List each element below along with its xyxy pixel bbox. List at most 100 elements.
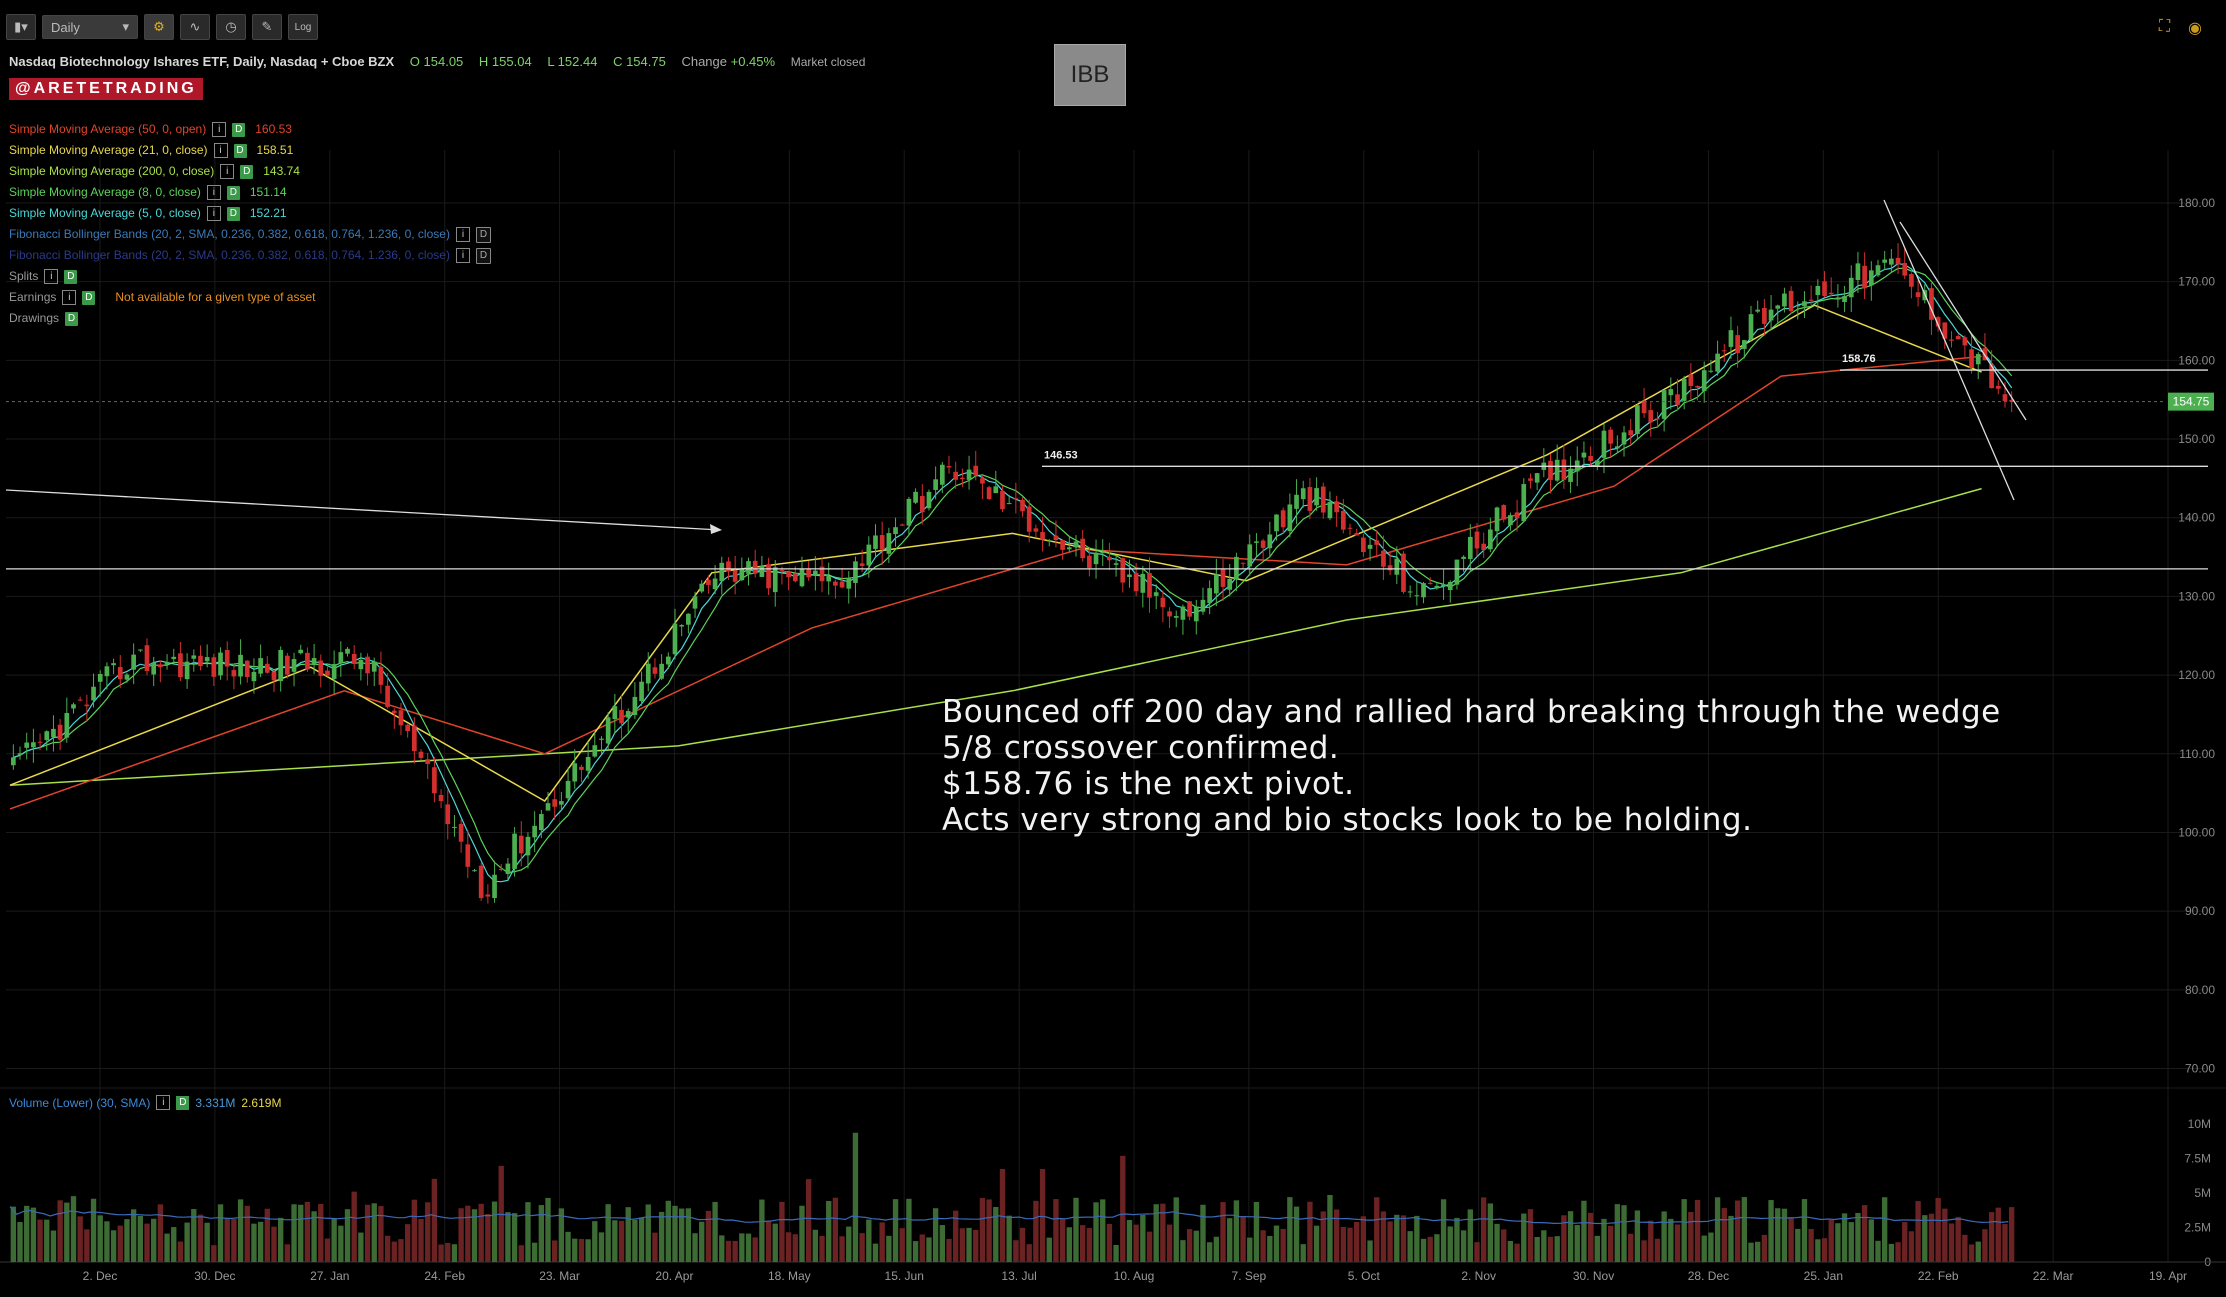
candle-body	[1882, 259, 1888, 263]
legend-value: 152.21	[249, 206, 287, 220]
volume-bar	[959, 1228, 966, 1262]
candle-body	[1147, 573, 1152, 598]
info-icon[interactable]: i	[220, 164, 235, 179]
info-icon[interactable]: i	[213, 143, 228, 158]
info-icon[interactable]: i	[455, 248, 470, 263]
volume-bar	[418, 1218, 424, 1262]
candle-body	[1193, 606, 1199, 622]
candle-body	[485, 894, 491, 897]
candle-body	[104, 666, 110, 677]
volume-bar	[271, 1226, 277, 1262]
info-icon[interactable]: i	[206, 185, 221, 200]
d-button[interactable]: D	[226, 185, 240, 200]
candle-body	[1955, 336, 1961, 340]
d-button[interactable]: D	[475, 247, 491, 264]
volume-bar	[712, 1201, 718, 1262]
candle-body	[772, 567, 778, 593]
volume-bar	[30, 1207, 37, 1262]
candle-body	[1140, 573, 1146, 593]
volume-bar	[1166, 1224, 1173, 1262]
info-icon[interactable]: i	[455, 227, 470, 242]
chevron-down-icon: ▾	[122, 19, 129, 34]
chart-toolbar: ▮▾ Daily ▾ ⚙ ∿ ◷ ✎ Log	[6, 14, 318, 40]
volume-bar	[739, 1233, 745, 1262]
volume-bar	[331, 1218, 337, 1262]
drawing-button[interactable]: ✎	[252, 14, 282, 40]
candle-body	[1401, 553, 1406, 592]
info-icon[interactable]: i	[212, 122, 227, 137]
candle-body	[178, 653, 183, 678]
d-button[interactable]: D	[233, 143, 247, 158]
candle-body	[1414, 595, 1420, 597]
chart-type-button[interactable]: ▮▾	[6, 14, 36, 40]
last-price-tag	[2168, 392, 2214, 411]
volume-bar	[1427, 1236, 1433, 1262]
candle-body	[478, 865, 484, 899]
candle-body	[799, 569, 805, 587]
log-scale-button[interactable]: Log	[288, 14, 318, 40]
date-tick-label: 30. Dec	[194, 1269, 235, 1283]
candle-body	[1361, 537, 1366, 553]
info-icon[interactable]: i	[156, 1095, 171, 1110]
candle-body	[325, 670, 330, 676]
volume-bar	[1387, 1221, 1393, 1262]
candle-body	[1260, 540, 1266, 548]
volume-bar	[759, 1199, 765, 1262]
volume-bar	[1033, 1200, 1039, 1262]
volume-bar	[939, 1225, 945, 1262]
volume-bar	[344, 1209, 351, 1262]
candle-body	[746, 561, 751, 574]
settings-button[interactable]: ⚙	[144, 14, 174, 40]
volume-bar	[124, 1219, 130, 1262]
info-icon[interactable]: i	[44, 269, 59, 284]
candle-body	[1695, 385, 1700, 388]
volume-bar	[1481, 1197, 1487, 1262]
d-button[interactable]: D	[475, 226, 491, 243]
candle-body	[231, 670, 237, 677]
candle-body	[1868, 270, 1874, 286]
candle-body	[1949, 339, 1954, 341]
fullscreen-icon[interactable]: ⛶	[2158, 18, 2171, 35]
candle-body	[445, 804, 451, 825]
camera-icon[interactable]: ◉	[2188, 20, 2202, 37]
info-icon[interactable]: i	[206, 206, 221, 221]
candle-body	[645, 663, 651, 684]
volume-bar	[1895, 1242, 1901, 1262]
volume-bar	[1400, 1215, 1407, 1262]
volume-bar	[1253, 1201, 1260, 1262]
volume-bar	[1247, 1237, 1253, 1262]
candle-body	[926, 491, 932, 509]
volume-bar	[1734, 1200, 1741, 1262]
date-tick-label: 24. Feb	[424, 1269, 465, 1283]
d-button[interactable]: D	[82, 290, 96, 305]
volume-bar	[699, 1221, 705, 1262]
volume-bar	[886, 1235, 892, 1262]
price-tick-label: 170.00	[2178, 275, 2215, 289]
candle-body	[1835, 297, 1841, 300]
candle-body	[1534, 473, 1540, 483]
interval-select[interactable]: Daily ▾	[42, 15, 138, 39]
d-button[interactable]: D	[240, 164, 254, 179]
d-button[interactable]: D	[65, 311, 79, 326]
candle-body	[158, 664, 163, 668]
volume-bar	[852, 1132, 859, 1262]
info-icon[interactable]: i	[62, 290, 77, 305]
volume-bar	[1841, 1213, 1848, 1262]
volume-bar	[1541, 1230, 1547, 1262]
volume-bar	[1367, 1240, 1373, 1262]
clock-button[interactable]: ◷	[216, 14, 246, 40]
d-button[interactable]: D	[232, 122, 246, 137]
candle-body	[1234, 556, 1239, 580]
candle-body	[1621, 432, 1627, 445]
d-button[interactable]: D	[64, 269, 78, 284]
volume-bar	[1801, 1199, 1808, 1262]
d-button[interactable]: D	[176, 1095, 190, 1110]
indicators-button[interactable]: ∿	[180, 14, 210, 40]
volume-bar	[1621, 1205, 1627, 1262]
volume-bar	[1180, 1240, 1186, 1262]
candle-body	[71, 704, 76, 709]
d-button[interactable]: D	[226, 206, 240, 221]
volume-bar	[1728, 1215, 1734, 1262]
